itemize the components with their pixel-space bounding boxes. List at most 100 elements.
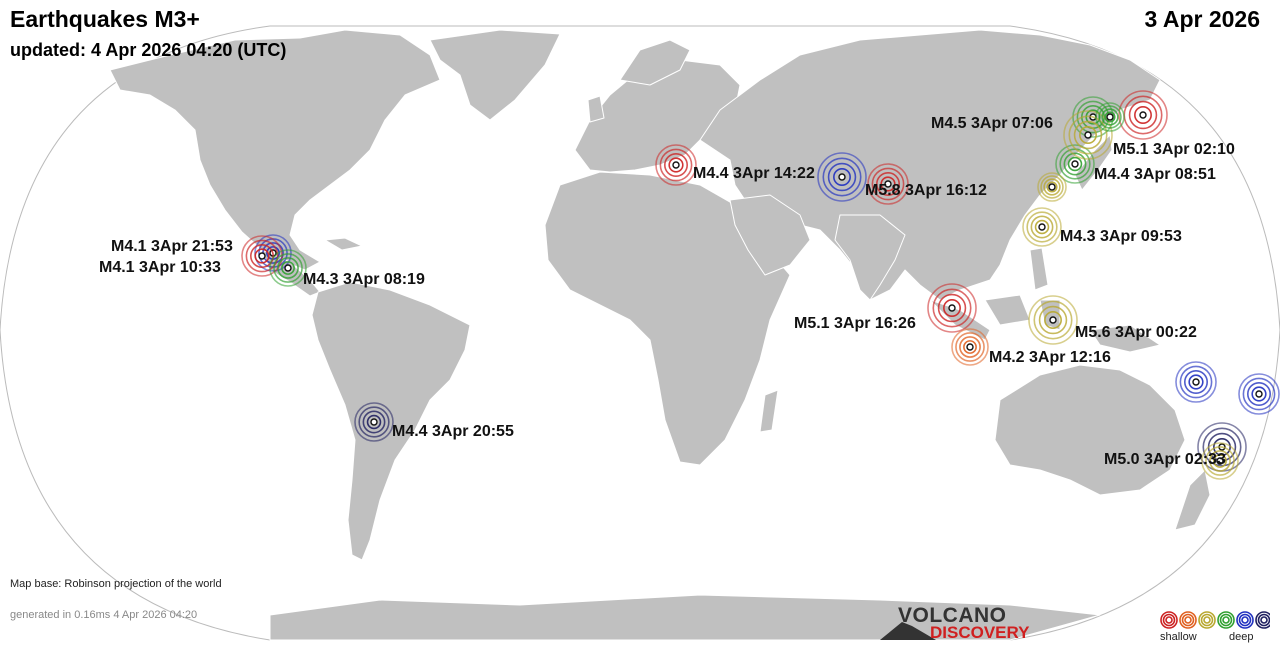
quake-marker[interactable]: [867, 163, 909, 205]
quake-marker[interactable]: [1238, 373, 1280, 415]
quake-epicenter: [1084, 131, 1092, 139]
volcano-discovery-logo[interactable]: VOLCANO DISCOVERY: [880, 604, 1040, 642]
quake-ring: [1128, 100, 1158, 130]
land-caribbean: [324, 237, 363, 251]
legend-depth-ring: [1198, 611, 1216, 629]
quake-marker[interactable]: [269, 249, 307, 287]
quake-ring: [963, 340, 977, 354]
quake-label: M5.1 3Apr 16:26: [794, 315, 916, 332]
quake-marker[interactable]: [817, 152, 867, 202]
quake-ring: [1134, 106, 1152, 124]
quake-ring: [273, 253, 303, 283]
quake-ring: [663, 153, 688, 178]
legend-depth-ring: [1241, 616, 1249, 624]
legend-depth-ring: [1160, 611, 1178, 629]
quake-ring: [1046, 181, 1058, 193]
land-uk: [587, 95, 605, 123]
legend-depth-ring: [1179, 611, 1197, 629]
quake-ring: [1037, 172, 1067, 202]
quake-marker[interactable]: [1022, 207, 1062, 247]
quake-ring: [1201, 442, 1239, 480]
quake-label: M4.4 3Apr 14:22: [693, 165, 815, 182]
quake-ring: [880, 176, 896, 192]
legend-depth-ring: [1236, 611, 1254, 629]
logo-text-volcano: VOLCANO: [898, 604, 1007, 627]
quake-ring: [1184, 369, 1209, 394]
land-australia: [994, 364, 1186, 496]
quake-ring: [250, 244, 275, 269]
quake-ring: [1063, 152, 1087, 176]
legend-depth-ring: [1222, 616, 1230, 624]
quake-marker[interactable]: [1028, 295, 1078, 345]
land-indonesia-2: [984, 294, 1031, 326]
quake-ring: [1079, 126, 1097, 144]
quake-ring: [254, 248, 270, 264]
quake-epicenter: [672, 161, 680, 169]
legend-depth-ring: [1200, 613, 1214, 627]
quake-ring: [1095, 102, 1125, 132]
quake-marker[interactable]: [241, 235, 283, 277]
quake-ring: [366, 414, 382, 430]
quake-ring: [932, 288, 972, 328]
quake-ring: [959, 336, 981, 358]
quake-marker[interactable]: [1118, 90, 1168, 140]
quake-epicenter: [948, 304, 956, 312]
map-base-note: Map base: Robinson projection of the wor…: [10, 578, 222, 590]
quake-marker[interactable]: [1037, 172, 1067, 202]
quake-marker[interactable]: [927, 283, 977, 333]
quake-epicenter: [1216, 457, 1224, 465]
quake-ring: [1040, 175, 1064, 199]
quake-ring: [1242, 377, 1276, 411]
quake-epicenter: [1255, 390, 1263, 398]
quake-label: M4.4 3Apr 08:51: [1094, 166, 1216, 183]
quake-epicenter: [1106, 113, 1114, 121]
quake-epicenter: [370, 418, 378, 426]
quake-ring: [1038, 305, 1068, 335]
quake-ring: [955, 332, 985, 362]
land-antarctica: [269, 594, 1101, 641]
quake-ring: [833, 168, 851, 186]
quake-ring: [1028, 295, 1078, 345]
land-new-zealand: [1174, 469, 1211, 531]
legend-depth-ring: [1203, 616, 1211, 624]
map-date: 3 Apr 2026: [1144, 6, 1261, 32]
legend-depth-ring: [1238, 613, 1252, 627]
quake-marker[interactable]: [1201, 442, 1239, 480]
quake-label: M5.1 3Apr 02:10: [1113, 141, 1235, 158]
quake-epicenter: [1038, 223, 1046, 231]
quake-ring: [1043, 178, 1061, 196]
quake-marker[interactable]: [1063, 110, 1113, 160]
legend-depth-ring: [1162, 613, 1176, 627]
quake-ring: [1238, 373, 1280, 415]
quake-marker[interactable]: [655, 144, 697, 186]
quake-ring: [659, 148, 693, 182]
quake-epicenter: [966, 343, 974, 351]
generated-note: generated in 0.16ms 4 Apr 2026 04:20: [10, 609, 198, 621]
land-philippines: [1029, 247, 1049, 291]
quake-marker[interactable]: [254, 234, 292, 272]
quake-label: M4.1 3Apr 10:33: [99, 259, 221, 276]
quake-ring: [817, 152, 867, 202]
quake-epicenter: [1071, 160, 1079, 168]
land-south-america: [311, 281, 471, 561]
quake-marker[interactable]: [1175, 361, 1217, 403]
quake-epicenter: [1192, 378, 1200, 386]
quake-ring: [354, 402, 394, 442]
quake-ring: [871, 167, 905, 201]
land-greenland: [429, 29, 561, 121]
quake-ring: [1073, 120, 1103, 150]
quake-epicenter: [838, 173, 846, 181]
quake-markers: [241, 90, 1280, 480]
quake-epicenter: [1048, 183, 1056, 191]
depth-legend: [1160, 611, 1270, 629]
quake-label: M4.5 3Apr 07:06: [931, 115, 1053, 132]
quake-marker[interactable]: [1095, 102, 1125, 132]
quake-ring: [937, 293, 967, 323]
quake-marker[interactable]: [354, 402, 394, 442]
land-new-guinea: [1089, 324, 1161, 353]
quake-ring: [943, 299, 961, 317]
quake-label: M5.8 3Apr 16:12: [865, 182, 987, 199]
quake-ring: [668, 157, 684, 173]
quake-marker[interactable]: [951, 328, 989, 366]
quake-label: M4.1 3Apr 21:53: [111, 238, 233, 255]
